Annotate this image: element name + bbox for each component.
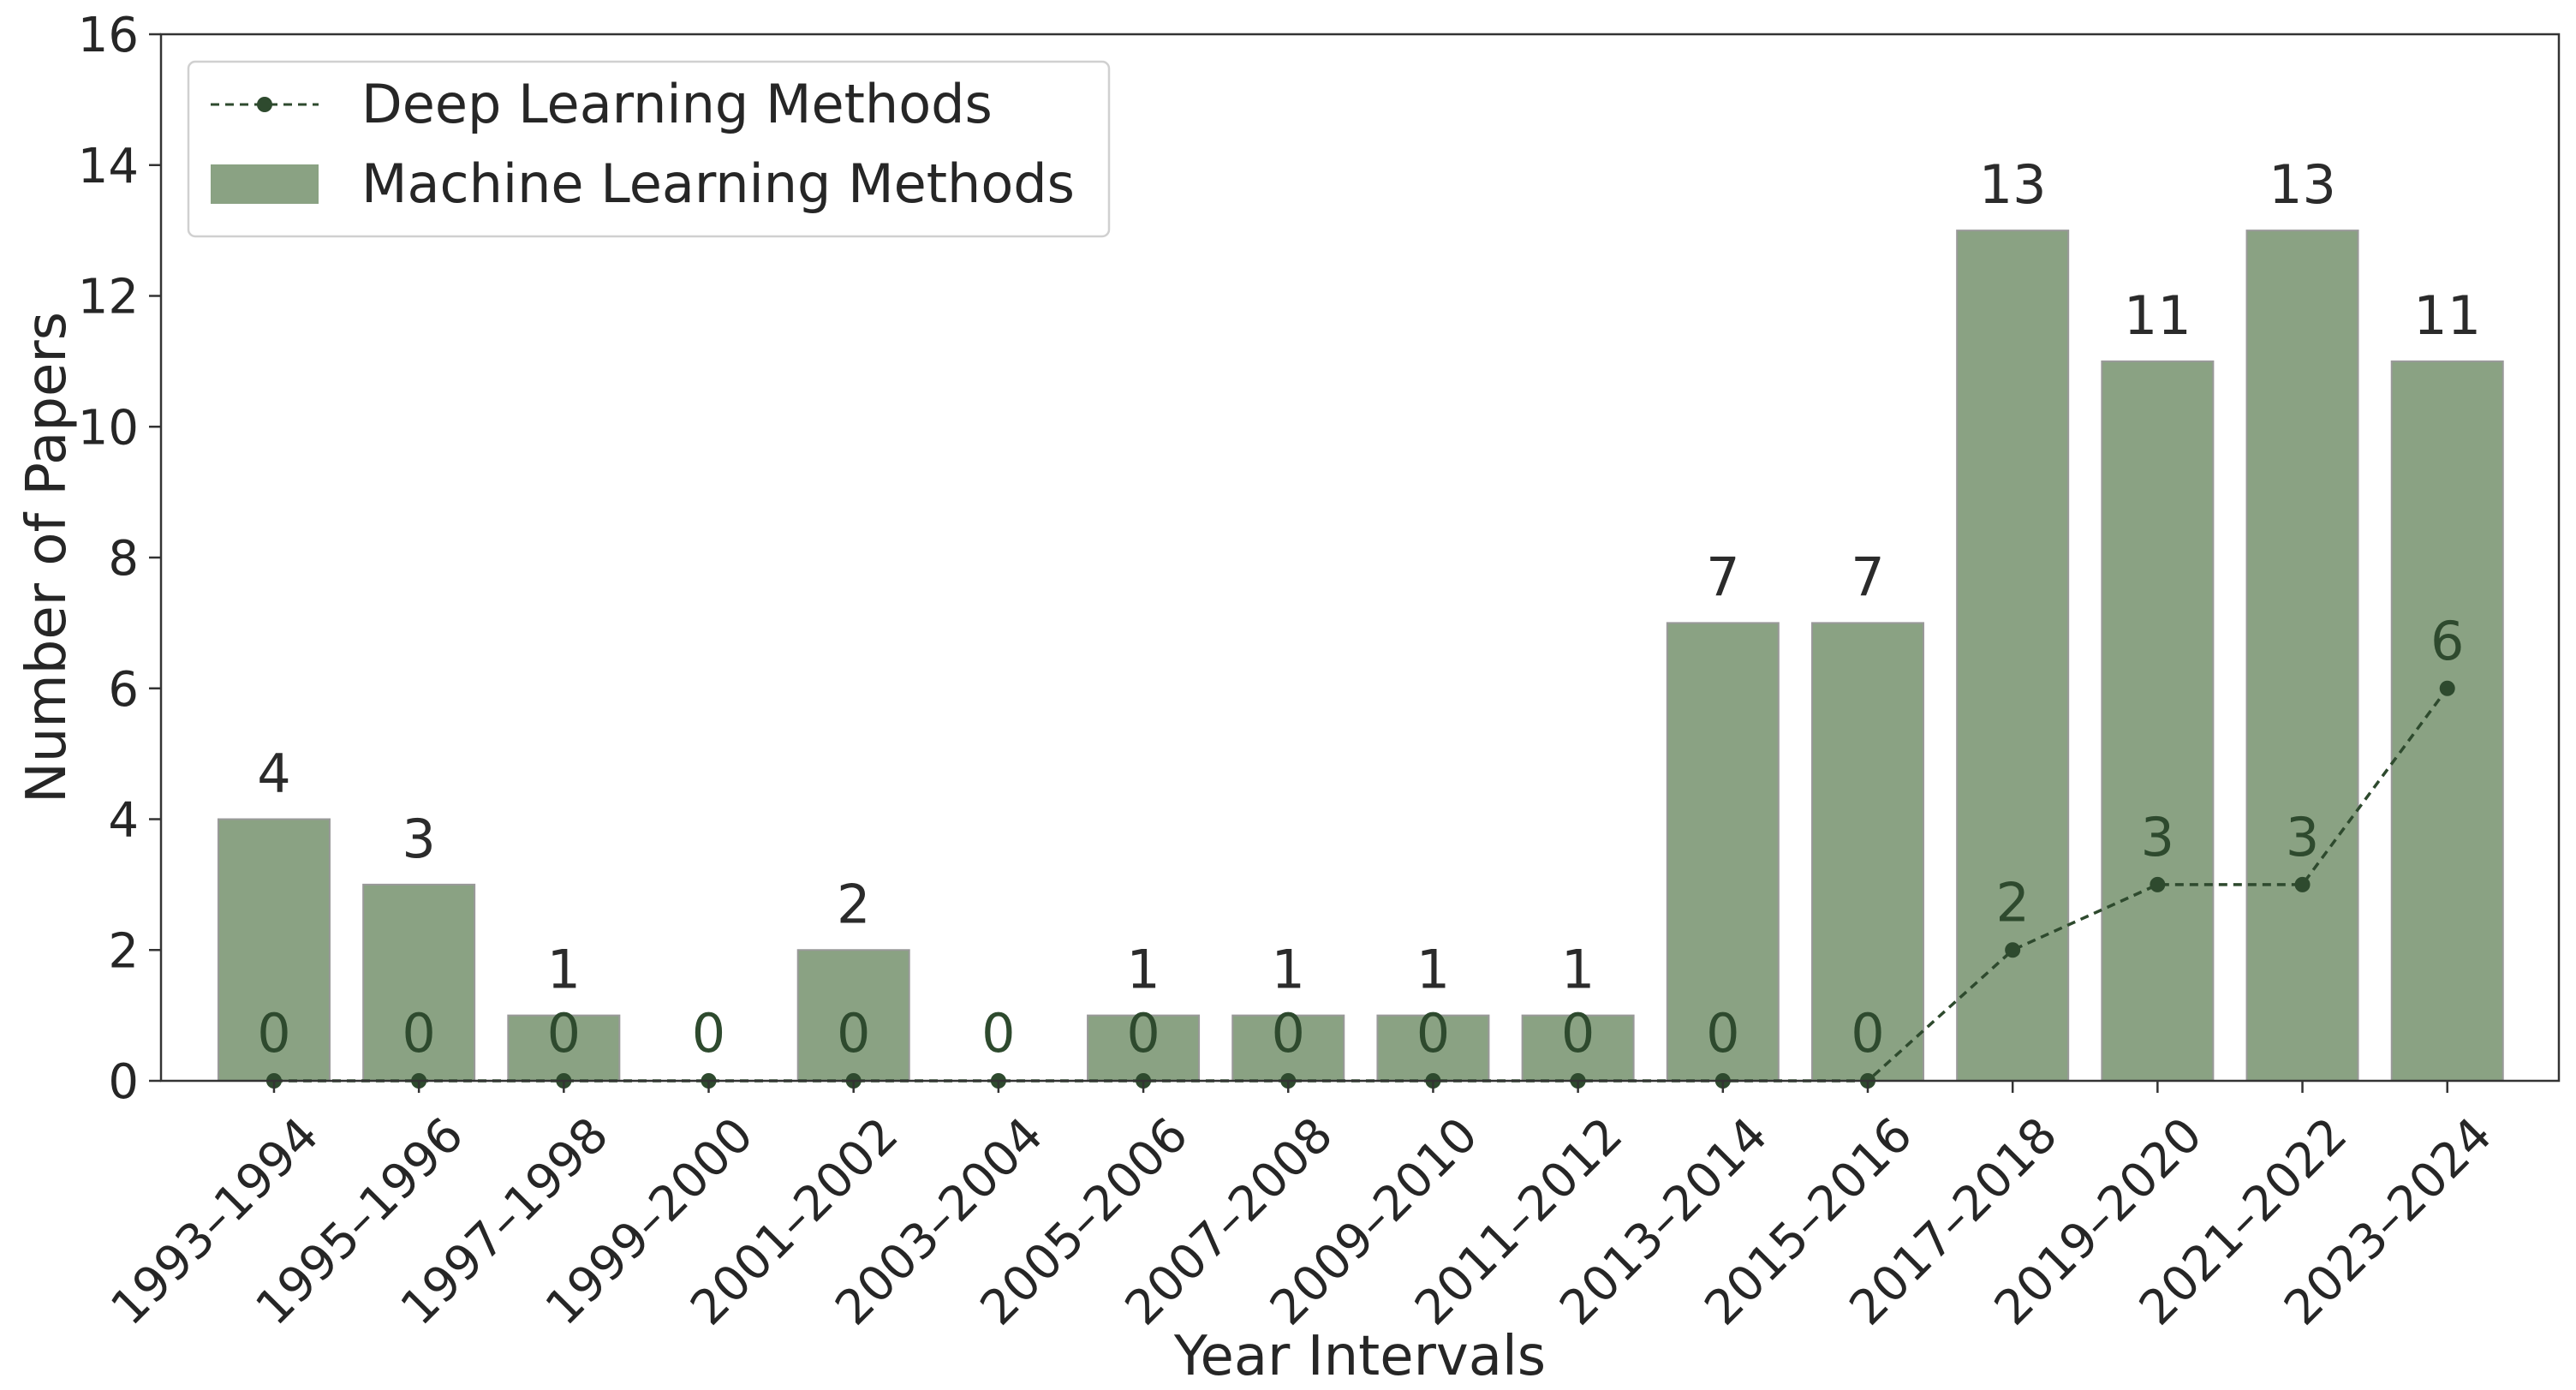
dl-label-13: 3	[2141, 806, 2174, 868]
dl-label-11: 0	[1851, 1002, 1884, 1065]
y-tick-label-8: 16	[78, 8, 139, 63]
y-tick-label-5: 10	[78, 400, 139, 456]
bar-label-4: 2	[837, 873, 870, 935]
legend-label-machine-learning: Machine Learning Methods	[361, 152, 1075, 215]
bar-label-11: 7	[1851, 546, 1884, 608]
legend-bar-swatch	[211, 164, 319, 204]
legend-box	[187, 60, 1111, 238]
bar-label-14: 13	[2269, 153, 2336, 216]
dl-label-14: 3	[2286, 806, 2319, 868]
y-tick-label-4: 8	[108, 531, 139, 587]
dl-point-13	[2150, 876, 2166, 892]
dl-label-4: 0	[837, 1002, 870, 1065]
dl-label-15: 6	[2430, 610, 2464, 672]
legend: Deep Learning Methods Machine Learning M…	[187, 60, 1111, 238]
bar-label-10: 7	[1706, 546, 1739, 608]
y-axis: 0 2 4 6 8 10 12 14 16	[78, 8, 161, 1110]
dl-point-12	[2005, 942, 2021, 958]
dl-point-15	[2439, 680, 2455, 696]
legend-label-deep-learning: Deep Learning Methods	[361, 73, 993, 135]
bar-11	[1810, 622, 1924, 1082]
dl-label-6: 0	[1126, 1002, 1160, 1065]
bar-label-7: 1	[1272, 939, 1305, 1001]
dl-point-14	[2294, 876, 2311, 892]
dl-label-0: 0	[257, 1002, 290, 1065]
bar-9	[1521, 1014, 1635, 1082]
y-tick-label-7: 14	[78, 139, 139, 194]
bar-label-8: 1	[1416, 939, 1450, 1001]
bar-14	[2245, 230, 2359, 1082]
ml-bars	[217, 230, 2504, 1082]
line-value-labels: 0 0 0 0 0 0 0 0 0 0 0 0 2 3 3 6	[257, 610, 2464, 1065]
dl-line-path	[274, 687, 2449, 1083]
bar-2	[507, 1014, 621, 1082]
y-tick-label-1: 2	[108, 923, 139, 979]
bar-15	[2390, 360, 2504, 1082]
dl-label-8: 0	[1416, 1002, 1450, 1065]
bar-10	[1666, 622, 1780, 1082]
dl-label-1: 0	[402, 1002, 435, 1065]
dl-label-3: 0	[692, 1002, 725, 1065]
bar-0	[217, 818, 331, 1082]
dl-label-10: 0	[1706, 1002, 1739, 1065]
y-tick-label-6: 12	[78, 270, 139, 325]
bar-label-13: 11	[2124, 284, 2191, 347]
legend-line-marker	[257, 97, 272, 112]
bar-13	[2101, 360, 2215, 1082]
bar-label-9: 1	[1561, 939, 1595, 1001]
x-axis-title: Year Intervals	[1173, 1325, 1546, 1388]
y-tick-label-2: 4	[108, 793, 139, 849]
bar-label-12: 13	[1979, 153, 2047, 216]
y-tick-label-0: 0	[108, 1054, 139, 1110]
bar-1	[362, 883, 476, 1082]
dl-label-12: 2	[1995, 871, 2029, 934]
bar-label-1: 3	[402, 808, 435, 870]
bar-8	[1376, 1014, 1490, 1082]
bar-label-15: 11	[2413, 284, 2481, 347]
dl-label-2: 0	[547, 1002, 581, 1065]
bar-label-6: 1	[1126, 939, 1160, 1001]
dl-label-9: 0	[1561, 1002, 1595, 1065]
y-tick-label-3: 6	[108, 662, 139, 718]
y-axis-title: Number of Papers	[15, 312, 79, 803]
dl-label-7: 0	[1272, 1002, 1305, 1065]
bar-label-0: 4	[257, 743, 290, 805]
dl-label-5: 0	[981, 1002, 1015, 1065]
bar-label-2: 1	[547, 939, 581, 1001]
